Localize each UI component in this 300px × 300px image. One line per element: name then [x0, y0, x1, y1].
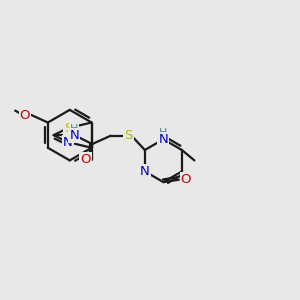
Text: N: N [158, 133, 168, 146]
Text: H: H [70, 124, 79, 134]
Text: N: N [140, 165, 150, 178]
Text: S: S [64, 122, 72, 135]
Text: O: O [80, 153, 91, 166]
Text: N: N [63, 136, 73, 148]
Text: O: O [181, 173, 191, 186]
Text: N: N [70, 129, 79, 142]
Text: O: O [20, 109, 30, 122]
Text: H: H [159, 128, 168, 138]
Text: S: S [124, 129, 133, 142]
